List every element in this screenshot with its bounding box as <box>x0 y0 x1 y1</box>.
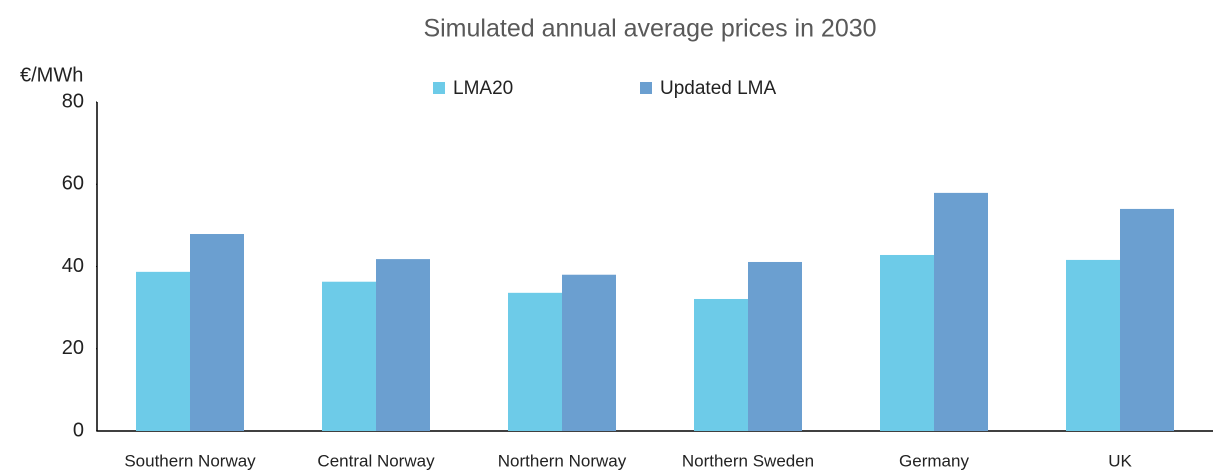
bar <box>562 274 616 431</box>
bar <box>748 261 802 431</box>
y-tick-label: 40 <box>62 255 84 277</box>
x-tick-label: UK <box>1108 451 1132 470</box>
bar <box>508 292 562 431</box>
bar <box>136 271 190 431</box>
y-tick-label: 60 <box>62 173 84 195</box>
x-tick-label: Central Norway <box>317 451 435 470</box>
bar <box>376 259 430 431</box>
x-tick-label: Northern Norway <box>498 451 627 470</box>
bar <box>1066 259 1120 431</box>
bar <box>934 192 988 431</box>
legend-swatch <box>433 82 445 94</box>
bar <box>1120 208 1174 431</box>
x-tick-label: Southern Norway <box>124 451 256 470</box>
chart-title: Simulated annual average prices in 2030 <box>423 15 876 43</box>
x-tick-label: Germany <box>899 451 969 470</box>
bar <box>880 254 934 431</box>
legend-label: Updated LMA <box>660 78 777 99</box>
y-tick-label: 0 <box>73 419 84 441</box>
legend-swatch <box>640 82 652 94</box>
y-tick-label: 20 <box>62 337 84 359</box>
bar <box>694 298 748 431</box>
y-tick-label: 80 <box>62 90 84 112</box>
x-tick-label: Northern Sweden <box>682 451 814 470</box>
bar <box>190 234 244 431</box>
y-axis-label: €/MWh <box>20 64 83 86</box>
legend-label: LMA20 <box>453 78 513 99</box>
bar <box>322 281 376 431</box>
